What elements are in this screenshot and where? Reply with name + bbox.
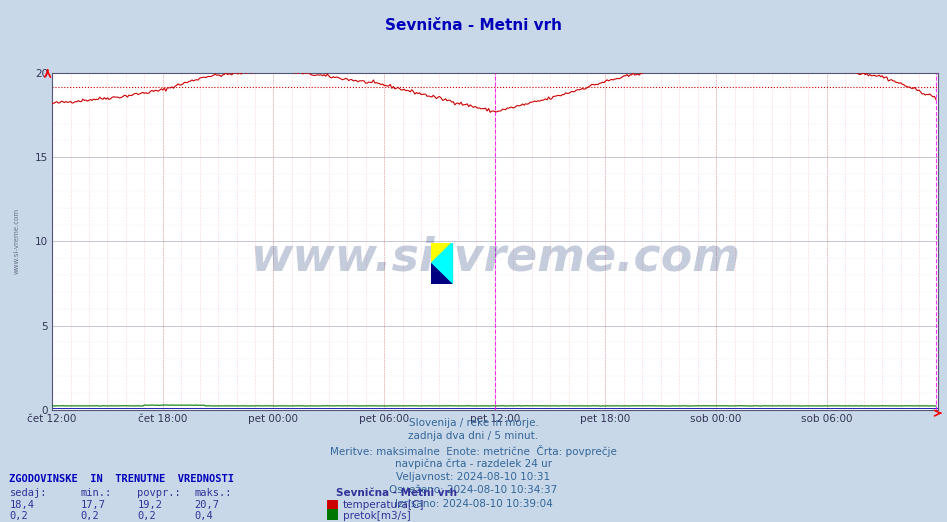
Text: 17,7: 17,7 xyxy=(80,500,105,510)
Text: 20,7: 20,7 xyxy=(194,500,219,510)
Text: Osveženo: 2024-08-10 10:34:37: Osveženo: 2024-08-10 10:34:37 xyxy=(389,485,558,495)
Text: Sevnična - Metni vrh: Sevnična - Metni vrh xyxy=(336,488,457,498)
Text: 0,2: 0,2 xyxy=(137,511,156,520)
Text: 19,2: 19,2 xyxy=(137,500,162,510)
Text: 18,4: 18,4 xyxy=(9,500,34,510)
Polygon shape xyxy=(431,264,453,284)
Text: www.si-vreme.com: www.si-vreme.com xyxy=(13,208,20,275)
Text: povpr.:: povpr.: xyxy=(137,488,181,498)
Text: Slovenija / reke in morje.: Slovenija / reke in morje. xyxy=(408,418,539,428)
Text: min.:: min.: xyxy=(80,488,112,498)
Text: 0,4: 0,4 xyxy=(194,511,213,520)
Text: www.si-vreme.com: www.si-vreme.com xyxy=(250,236,740,281)
Polygon shape xyxy=(431,243,453,264)
Polygon shape xyxy=(431,243,453,284)
Text: 0,2: 0,2 xyxy=(9,511,28,520)
Text: sedaj:: sedaj: xyxy=(9,488,47,498)
Text: Meritve: maksimalne  Enote: metrične  Črta: povprečje: Meritve: maksimalne Enote: metrične Črta… xyxy=(331,445,616,457)
Text: temperatura[C]: temperatura[C] xyxy=(343,500,424,510)
Text: zadnja dva dni / 5 minut.: zadnja dva dni / 5 minut. xyxy=(408,431,539,441)
Text: 0,2: 0,2 xyxy=(80,511,99,520)
Polygon shape xyxy=(431,243,453,284)
Text: pretok[m3/s]: pretok[m3/s] xyxy=(343,511,411,520)
Text: Veljavnost: 2024-08-10 10:31: Veljavnost: 2024-08-10 10:31 xyxy=(397,472,550,482)
Text: ZGODOVINSKE  IN  TRENUTNE  VREDNOSTI: ZGODOVINSKE IN TRENUTNE VREDNOSTI xyxy=(9,474,235,484)
Text: navpična črta - razdelek 24 ur: navpična črta - razdelek 24 ur xyxy=(395,458,552,469)
Text: maks.:: maks.: xyxy=(194,488,232,498)
Text: Izrisano: 2024-08-10 10:39:04: Izrisano: 2024-08-10 10:39:04 xyxy=(395,499,552,509)
Text: Sevnična - Metni vrh: Sevnična - Metni vrh xyxy=(385,18,562,33)
